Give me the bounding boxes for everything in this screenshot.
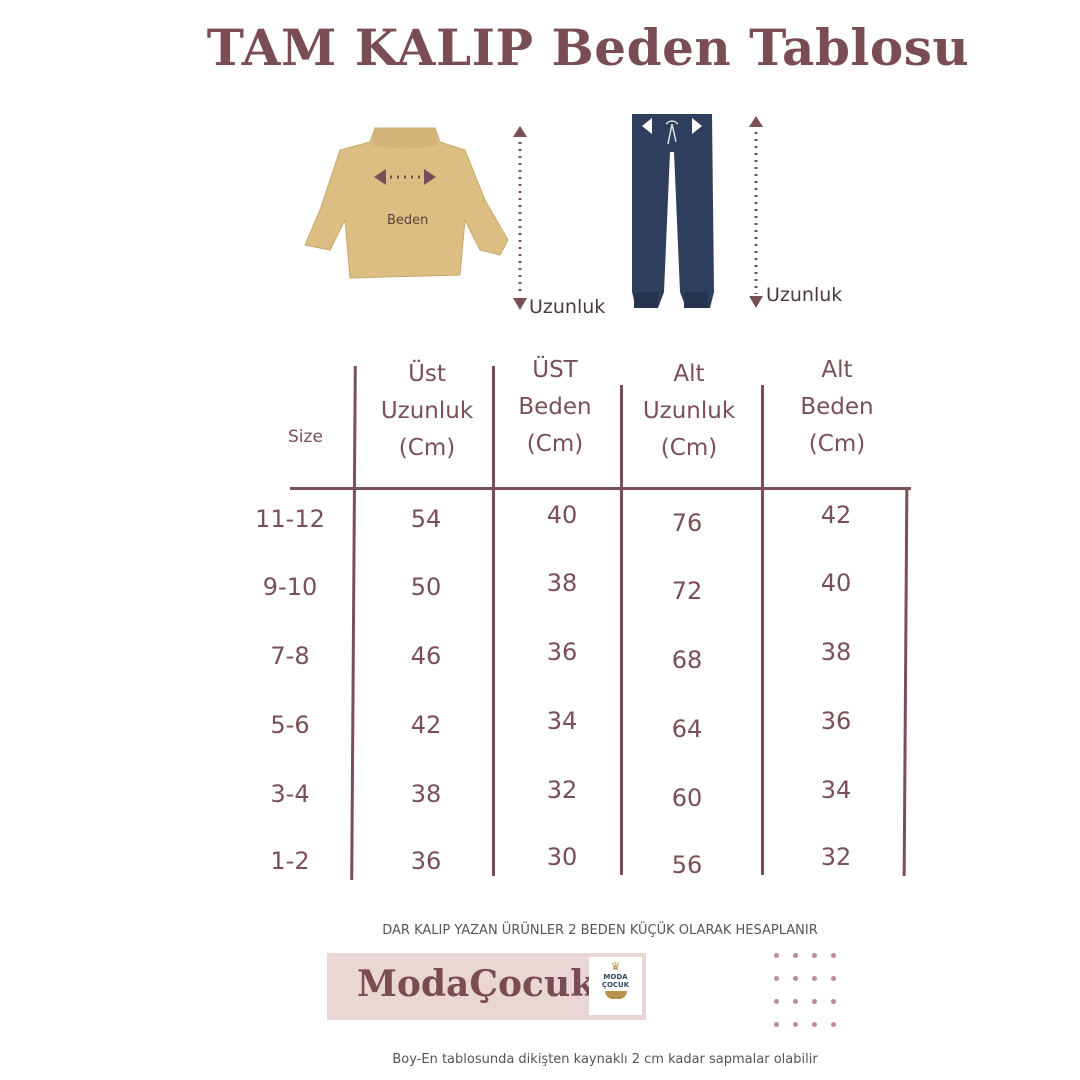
crown-icon: ♛ <box>610 960 621 973</box>
value-cell: 54 <box>410 505 442 533</box>
dot <box>812 953 817 958</box>
column-divider <box>902 489 909 877</box>
value-cell: 46 <box>410 642 442 670</box>
header-alt-uzunluk: Alt Uzunluk (Cm) <box>614 356 764 467</box>
header-line: Beden <box>518 394 592 420</box>
dot <box>774 999 779 1004</box>
pants-length-label: Uzunluk <box>766 284 843 306</box>
header-divider <box>290 487 911 490</box>
header-alt-beden: Alt Beden (Cm) <box>762 352 912 463</box>
brand-banner: ModaÇocuk ♛ MODA ÇOCUK <box>327 953 646 1020</box>
header-line: Uzunluk <box>380 398 474 424</box>
pants-illustration <box>632 114 714 308</box>
dot <box>793 999 798 1004</box>
value-cell: 42 <box>820 501 852 529</box>
header-size: Size <box>288 427 323 447</box>
length-arrow-icon <box>749 116 763 308</box>
dot <box>831 976 836 981</box>
dot <box>812 1022 817 1027</box>
dot <box>793 953 798 958</box>
size-cell: 9-10 <box>262 573 318 601</box>
value-cell: 42 <box>410 711 442 739</box>
value-cell: 36 <box>410 847 442 875</box>
value-cell: 34 <box>546 707 578 735</box>
size-cell: 1-2 <box>270 847 310 875</box>
decorative-dots <box>774 953 844 1028</box>
value-cell: 38 <box>410 780 442 808</box>
size-cell: 5-6 <box>270 711 310 739</box>
column-divider <box>492 366 495 876</box>
value-cell: 68 <box>671 646 703 674</box>
brand-name: ModaÇocuk <box>357 963 596 1005</box>
dot <box>774 1022 779 1027</box>
header-line: (Cm) <box>526 431 584 457</box>
dot <box>793 1022 798 1027</box>
size-cell: 3-4 <box>270 780 310 808</box>
dot <box>831 953 836 958</box>
brand-logo: ♛ MODA ÇOCUK <box>589 957 642 1015</box>
value-cell: 34 <box>820 776 852 804</box>
page-title: TAM KALIP Beden Tablosu <box>206 18 970 77</box>
value-cell: 32 <box>820 843 852 871</box>
value-cell: 60 <box>671 784 703 812</box>
size-cell: 7-8 <box>270 642 310 670</box>
logo-text: MODA <box>603 973 628 981</box>
header-line: Uzunluk <box>642 398 736 424</box>
header-ust-uzunluk: Üst Uzunluk (Cm) <box>352 356 502 467</box>
dot <box>831 1022 836 1027</box>
dot <box>812 976 817 981</box>
header-line: (Cm) <box>808 431 866 457</box>
size-cell: 11-12 <box>255 505 325 533</box>
value-cell: 72 <box>671 577 703 605</box>
header-ust-beden: ÜST Beden (Cm) <box>480 352 630 463</box>
value-cell: 30 <box>546 843 578 871</box>
footer-note: Boy-En tablosunda dikişten kaynaklı 2 cm… <box>392 1052 818 1067</box>
value-cell: 36 <box>820 707 852 735</box>
value-cell: 40 <box>546 501 578 529</box>
column-divider <box>620 385 623 875</box>
value-cell: 56 <box>671 851 703 879</box>
column-divider <box>761 385 764 875</box>
dot <box>812 999 817 1004</box>
arrow-right-icon <box>424 169 436 185</box>
header-line: (Cm) <box>660 435 718 461</box>
dot <box>793 976 798 981</box>
value-cell: 38 <box>820 638 852 666</box>
length-arrow-icon <box>513 126 527 310</box>
sweater-length-label: Uzunluk <box>529 296 606 318</box>
sweater-illustration <box>304 127 509 279</box>
value-cell: 36 <box>546 638 578 666</box>
sweater-width-label: Beden <box>387 213 429 228</box>
value-cell: 40 <box>820 569 852 597</box>
value-cell: 38 <box>546 569 578 597</box>
dot <box>774 976 779 981</box>
value-cell: 50 <box>410 573 442 601</box>
header-line: ÜST <box>532 357 578 383</box>
header-line: Alt <box>821 357 853 383</box>
narrow-fit-notice: DAR KALIP YAZAN ÜRÜNLER 2 BEDEN KÜÇÜK OL… <box>382 923 818 938</box>
header-line: (Cm) <box>398 435 456 461</box>
value-cell: 32 <box>546 776 578 804</box>
dot <box>831 999 836 1004</box>
header-line: Üst <box>408 361 446 387</box>
dot <box>774 953 779 958</box>
header-line: Alt <box>673 361 705 387</box>
value-cell: 76 <box>671 509 703 537</box>
value-cell: 64 <box>671 715 703 743</box>
logo-text: ÇOCUK <box>601 981 630 989</box>
header-line: Beden <box>800 394 874 420</box>
arrow-left-icon <box>374 169 386 185</box>
